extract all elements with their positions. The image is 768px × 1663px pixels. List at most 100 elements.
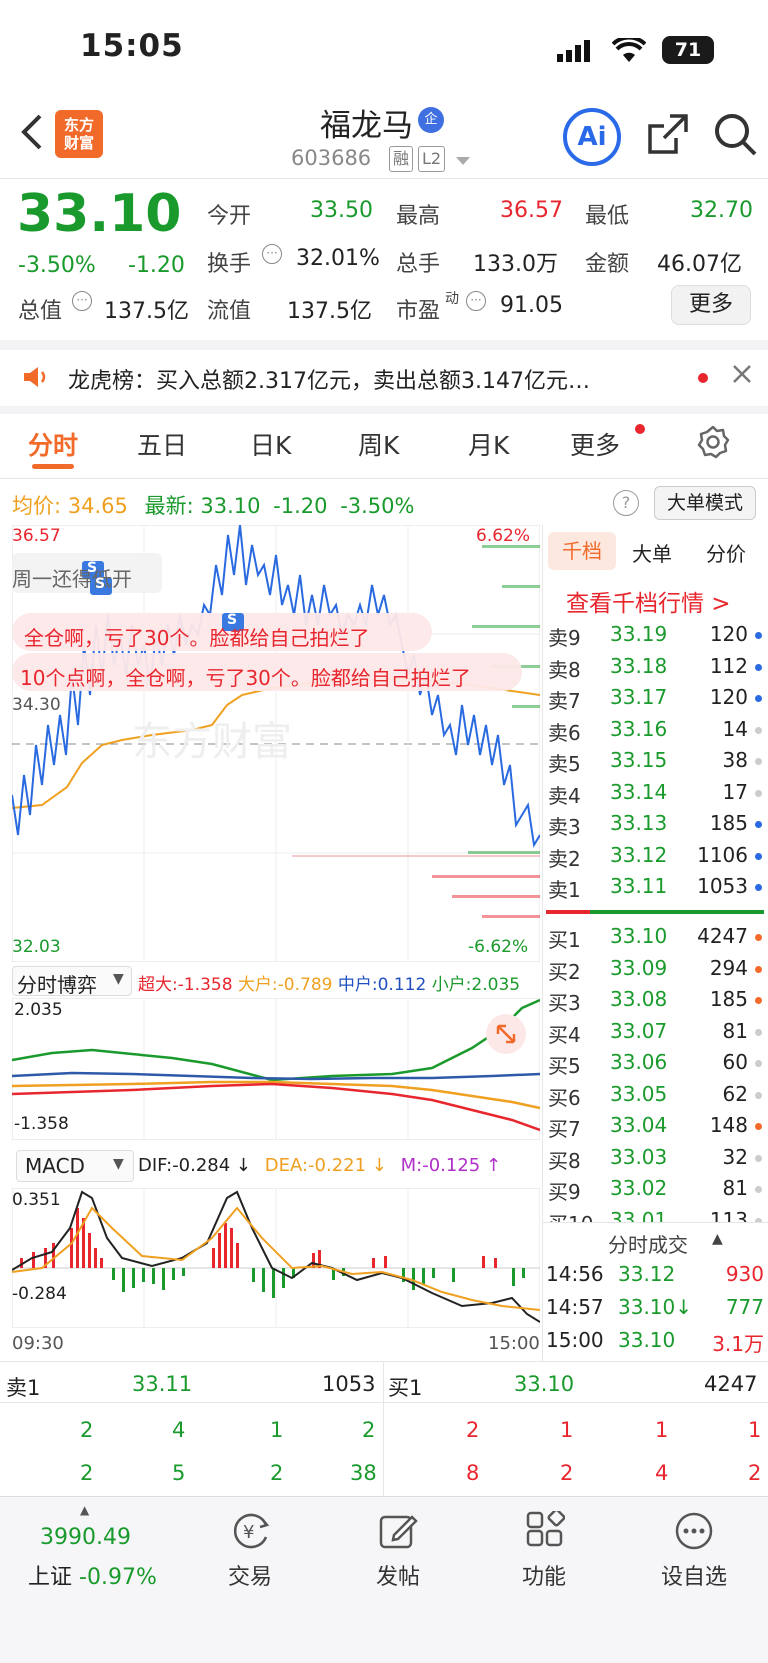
bid-row[interactable]: 买5 33.06 60 xyxy=(548,1048,762,1080)
index-value[interactable]: 3990.49 xyxy=(40,1525,131,1550)
level-label: 买6 xyxy=(548,1085,581,1110)
chevron-down-icon: ▼ xyxy=(113,971,124,987)
search-icon[interactable] xyxy=(713,112,759,162)
level-volume: 81 xyxy=(722,1018,748,1043)
chevron-up-icon[interactable]: ▲ xyxy=(80,1503,90,1517)
tab-daily-k[interactable]: 日K xyxy=(250,431,292,460)
tab-more[interactable]: 更多 xyxy=(570,431,621,460)
bid-row[interactable]: 买6 33.05 62 xyxy=(548,1080,762,1112)
back-icon[interactable] xyxy=(18,112,44,162)
view-depth-link[interactable]: 查看千档行情 > xyxy=(566,591,731,617)
level-price: 33.17 xyxy=(610,685,668,709)
help-icon[interactable]: ? xyxy=(613,490,639,516)
avg-price: 均价: 34.65 最新: 33.10 -1.20 -3.50% xyxy=(12,490,414,520)
bid-row[interactable]: 买7 33.04 148 xyxy=(548,1111,762,1143)
ask-row[interactable]: 卖9 33.19 120 xyxy=(548,620,762,652)
ask-row[interactable]: 卖7 33.17 120 xyxy=(548,683,762,715)
bottom-bid1-volume: 4247 xyxy=(704,1372,758,1396)
info-icon[interactable]: ··· xyxy=(72,291,92,311)
pe-value: 91.05 xyxy=(500,293,563,318)
tab-five-day[interactable]: 五日 xyxy=(137,431,188,460)
bottom-nav: ▲ 3990.49 上证 -0.97% ¥ 交易 发帖 功能 设自选 xyxy=(0,1496,768,1663)
wifi-icon xyxy=(611,35,647,68)
info-icon[interactable]: ··· xyxy=(466,291,486,311)
announcement-text: 龙虎榜：买入总额2.317亿元，卖出总额3.147亿元… xyxy=(68,369,590,394)
level-volume: 38 xyxy=(722,748,748,772)
signal-marker[interactable]: S xyxy=(95,576,106,592)
more-button[interactable]: 更多 xyxy=(671,285,751,325)
nav-add-watchlist[interactable]: 设自选 xyxy=(660,1565,727,1590)
ask-row[interactable]: 卖6 33.16 14 xyxy=(548,715,762,747)
flow-super: 超大:-1.358 xyxy=(138,975,233,995)
bid-row[interactable]: 买4 33.07 81 xyxy=(548,1017,762,1049)
level-dot xyxy=(755,789,762,797)
level-price: 33.01 xyxy=(610,1207,668,1223)
ask-row[interactable]: 卖2 33.12 1106 xyxy=(548,841,762,873)
bid-row[interactable]: 买9 33.02 81 xyxy=(548,1174,762,1206)
level-dot xyxy=(755,632,762,639)
bid-row[interactable]: 买1 33.10 4247 xyxy=(548,922,762,954)
tab-weekly-k[interactable]: 周K xyxy=(358,431,400,460)
announcement-bar[interactable]: 龙虎榜：买入总额2.317亿元，卖出总额3.147亿元… xyxy=(0,340,768,406)
margin-tag: 融 xyxy=(389,146,414,172)
apps-grid-icon[interactable] xyxy=(525,1508,566,1555)
ask-row[interactable]: 卖4 33.14 17 xyxy=(548,778,762,810)
macd-chart[interactable]: 0.351 -0.284 xyxy=(11,1187,541,1329)
change-amount: -1.20 xyxy=(128,253,185,278)
signal-marker[interactable]: S xyxy=(227,612,238,628)
tick-cell: 2 xyxy=(466,1418,480,1442)
nav-post[interactable]: 发帖 xyxy=(375,1565,420,1590)
chevron-up-icon[interactable]: ▲ xyxy=(712,1231,723,1247)
tab-intraday[interactable]: 分时 xyxy=(28,431,79,460)
svg-text:¥: ¥ xyxy=(243,1522,254,1543)
level-label: 买2 xyxy=(548,959,581,984)
ratio-bar-red xyxy=(546,910,590,914)
share-icon[interactable] xyxy=(646,112,690,160)
signal-marker[interactable]: S xyxy=(87,560,98,576)
battery-icon: 71 xyxy=(662,36,714,64)
market-cap-label: 总值 xyxy=(18,299,63,324)
book-tab-big-order[interactable]: 大单 xyxy=(632,542,672,566)
bid-row[interactable]: 买2 33.09 294 xyxy=(548,954,762,986)
bottom-bid1-label: 买1 xyxy=(388,1376,423,1400)
big-order-mode-button[interactable]: 大单模式 xyxy=(654,486,756,520)
y-axis-bottom-pct: -6.62% xyxy=(468,937,529,957)
book-tab-depth[interactable]: 千档 xyxy=(548,532,616,570)
ask-row[interactable]: 卖8 33.18 112 xyxy=(548,652,762,684)
ai-button[interactable]: Ai xyxy=(563,108,621,166)
flow-indicator-select[interactable]: 分时博弈 ▼ xyxy=(12,966,132,997)
settings-gear-icon[interactable] xyxy=(696,425,730,463)
ask-row[interactable]: 卖3 33.13 185 xyxy=(548,809,762,841)
level-price: 33.14 xyxy=(610,779,668,804)
info-icon[interactable]: ··· xyxy=(262,244,282,264)
yuan-exchange-icon[interactable]: ¥ xyxy=(230,1511,272,1555)
bottom-bid1-price: 33.10 xyxy=(514,1372,575,1396)
tick-cell: 2 xyxy=(560,1461,574,1485)
tick-cell: 2 xyxy=(748,1461,762,1485)
level-price: 33.09 xyxy=(610,955,668,980)
macd-indicator-select[interactable]: MACD ▼ xyxy=(16,1150,134,1182)
chevron-down-icon[interactable] xyxy=(456,152,470,171)
close-icon[interactable] xyxy=(732,364,752,388)
level-label: 买9 xyxy=(548,1180,581,1204)
tab-monthly-k[interactable]: 月K xyxy=(468,431,510,460)
bid-row[interactable]: 买8 33.03 32 xyxy=(548,1143,762,1175)
nav-function[interactable]: 功能 xyxy=(521,1565,566,1590)
flow-chart[interactable]: 2.035 -1.358 xyxy=(11,997,541,1141)
ticks-title[interactable]: 分时成交 xyxy=(608,1233,688,1257)
level-label: 卖2 xyxy=(548,846,581,871)
intraday-chart[interactable]: 东方财富 36.57 34.30 32.03 6.62% -6.62% 周一还得… xyxy=(11,524,541,963)
more-dots-icon[interactable] xyxy=(674,1511,714,1555)
level-dot xyxy=(755,726,762,734)
level-volume: 120 xyxy=(709,685,748,709)
bid-row[interactable]: 买10 33.01 113 xyxy=(548,1206,762,1223)
market-cap-value: 137.5亿 xyxy=(104,299,189,324)
l2-tag: L2 xyxy=(418,146,446,172)
book-tab-price[interactable]: 分价 xyxy=(706,542,746,566)
index-ticker[interactable]: 上证 -0.97% xyxy=(28,1559,157,1591)
ask-row[interactable]: 卖1 33.11 1053 xyxy=(548,872,762,904)
ask-row[interactable]: 卖5 33.15 38 xyxy=(548,746,762,778)
bid-row[interactable]: 买3 33.08 185 xyxy=(548,985,762,1017)
edit-post-icon[interactable] xyxy=(378,1511,418,1555)
nav-trade[interactable]: 交易 xyxy=(227,1565,272,1590)
